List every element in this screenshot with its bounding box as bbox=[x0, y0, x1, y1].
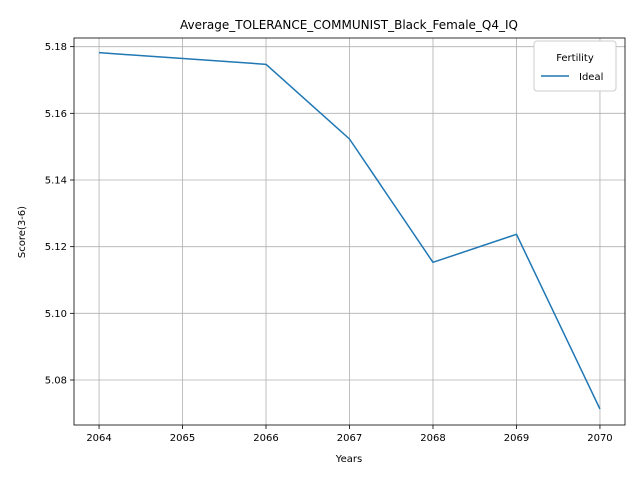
x-tick-label: 2066 bbox=[253, 433, 278, 444]
x-tick-label: 2065 bbox=[170, 433, 195, 444]
chart-title: Average_TOLERANCE_COMMUNIST_Black_Female… bbox=[180, 18, 518, 32]
x-tick-label: 2068 bbox=[420, 433, 445, 444]
y-tick-label: 5.10 bbox=[45, 309, 67, 320]
y-tick-label: 5.14 bbox=[45, 176, 67, 187]
legend-title: Fertility bbox=[556, 53, 594, 64]
y-tick-label: 5.16 bbox=[45, 109, 67, 120]
x-tick-label: 2064 bbox=[86, 433, 111, 444]
x-axis-label: Years bbox=[335, 454, 362, 465]
x-tick-label: 2069 bbox=[504, 433, 529, 444]
y-tick-label: 5.08 bbox=[45, 376, 67, 387]
legend-label-ideal: Ideal bbox=[579, 72, 603, 83]
legend: Fertility Ideal bbox=[534, 41, 616, 91]
legend-box bbox=[534, 41, 616, 91]
y-axis-label: Score(3-6) bbox=[17, 206, 28, 258]
y-tick-label: 5.12 bbox=[45, 242, 67, 253]
y-tick-label: 5.18 bbox=[45, 42, 67, 53]
x-tick-label: 2070 bbox=[587, 433, 612, 444]
x-tick-label: 2067 bbox=[337, 433, 362, 444]
